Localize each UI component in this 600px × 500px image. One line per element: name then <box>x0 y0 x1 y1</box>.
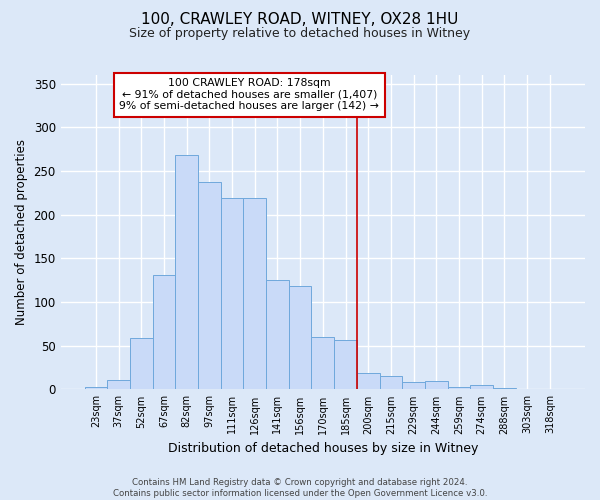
Text: 100 CRAWLEY ROAD: 178sqm
← 91% of detached houses are smaller (1,407)
9% of semi: 100 CRAWLEY ROAD: 178sqm ← 91% of detach… <box>119 78 379 112</box>
Bar <box>425 380 448 390</box>
Bar <box>221 198 244 390</box>
Bar <box>289 286 311 390</box>
Bar <box>538 388 561 390</box>
Bar <box>152 275 175 390</box>
Bar <box>198 182 221 390</box>
Bar <box>334 340 357 390</box>
Bar <box>311 337 334 390</box>
Text: Contains HM Land Registry data © Crown copyright and database right 2024.
Contai: Contains HM Land Registry data © Crown c… <box>113 478 487 498</box>
Bar <box>107 380 130 390</box>
Text: 100, CRAWLEY ROAD, WITNEY, OX28 1HU: 100, CRAWLEY ROAD, WITNEY, OX28 1HU <box>142 12 458 28</box>
Bar <box>175 156 198 390</box>
Bar <box>448 387 470 390</box>
Y-axis label: Number of detached properties: Number of detached properties <box>15 139 28 325</box>
Text: Size of property relative to detached houses in Witney: Size of property relative to detached ho… <box>130 28 470 40</box>
Bar <box>380 376 402 390</box>
X-axis label: Distribution of detached houses by size in Witney: Distribution of detached houses by size … <box>167 442 478 455</box>
Bar <box>470 385 493 390</box>
Bar <box>266 280 289 390</box>
Bar <box>244 198 266 390</box>
Bar <box>85 387 107 390</box>
Bar <box>130 338 152 390</box>
Bar <box>402 382 425 390</box>
Bar <box>493 388 516 390</box>
Bar <box>357 373 380 390</box>
